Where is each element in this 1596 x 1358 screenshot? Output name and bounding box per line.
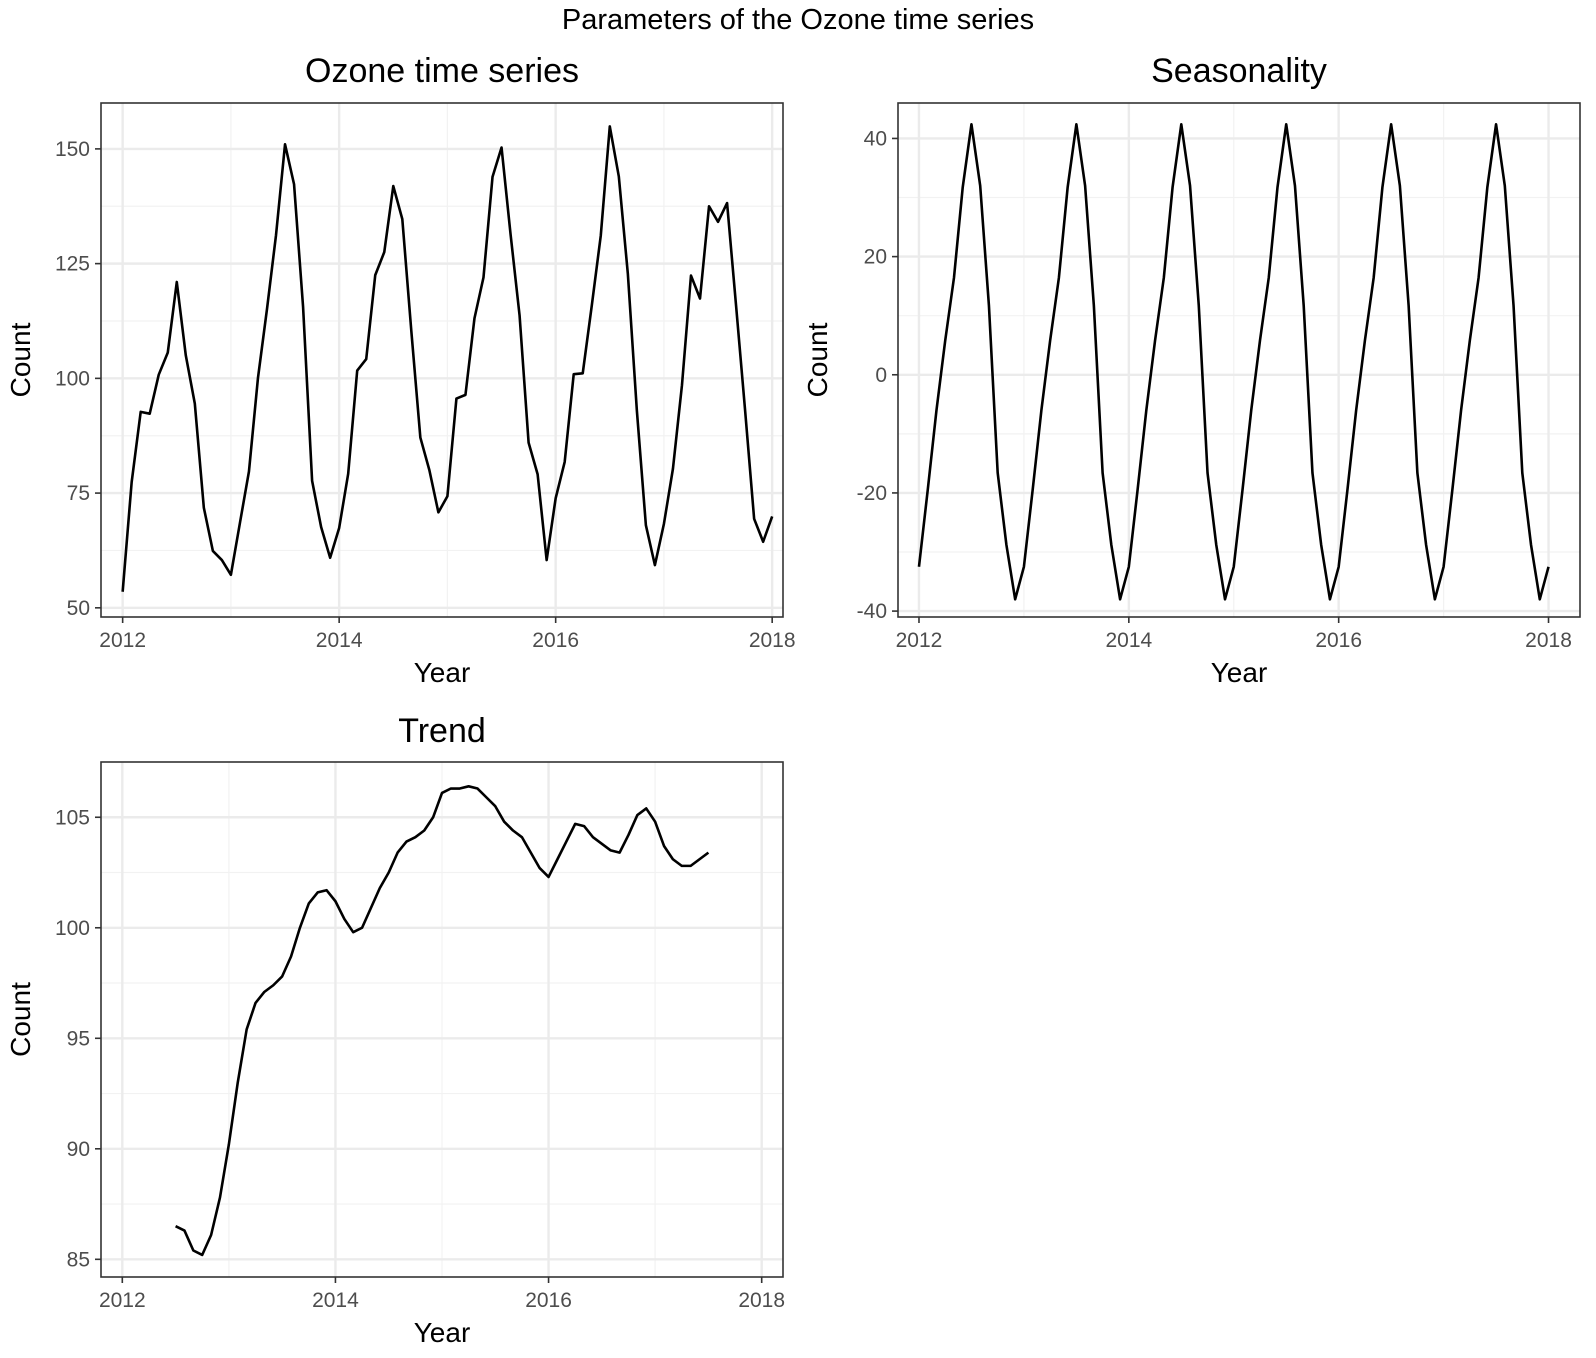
ozone-y-tick-label: 125 [55,253,90,276]
trend-panel: 2012 2014 2016 2018 85 90 95 100 105 Trend Year Cou… [5,712,785,1348]
trend-panel-border [100,761,784,1278]
trend-title: Trend [398,712,486,750]
seasonality-x-tick-label: 2014 [1105,629,1152,652]
ozone-y-tick-label: 75 [67,482,90,505]
ozone-y-tick-label: 150 [55,138,90,161]
ozone-x-tick-label: 2014 [316,629,363,652]
trend-x-tick-label: 2012 [99,1289,146,1312]
ozone-x-tick-label: 2018 [749,629,796,652]
ozone-plot-background [101,103,783,617]
seasonality-plot-background [898,103,1580,617]
seasonality-y-axis-label: Count [802,322,833,397]
trend-y-tick-label: 90 [67,1138,90,1161]
seasonality-y-tick-label: 0 [875,364,887,387]
seasonality-x-tick-label: 2012 [896,629,943,652]
seasonality-x-tick-label: 2018 [1525,629,1572,652]
seasonality-series-line [917,122,1550,601]
ozone-title: Ozone time series [305,52,579,90]
seasonality-y-tick-label: 40 [864,127,887,150]
seasonality-title: Seasonality [1151,52,1327,90]
seasonality-panel: 2012 2014 2016 2018 -40 -20 0 20 40 Seasonality Ye… [802,52,1581,688]
trend-y-axis-label: Count [5,982,36,1057]
ozone-series-line [121,125,774,592]
figure-suptitle: Parameters of the Ozone time series [561,4,1035,36]
ozone-panel-border [100,102,784,618]
trend-y-tick-label: 105 [55,806,90,829]
seasonality-y-tick-label: 20 [864,246,887,269]
trend-y-tick-label: 95 [67,1027,90,1050]
seasonality-x-tick-label: 2016 [1315,629,1362,652]
ozone-y-tick-label: 100 [55,367,90,390]
seasonality-y-tick-label: -40 [857,600,887,623]
trend-x-tick-label: 2018 [738,1289,785,1312]
trend-x-axis-label: Year [414,1317,471,1348]
trend-x-tick-label: 2016 [525,1289,572,1312]
trend-series-line [175,785,710,1257]
ozone-x-tick-label: 2016 [532,629,579,652]
seasonality-panel-border [897,102,1581,618]
seasonality-y-tick-label: -20 [857,482,887,505]
ozone-x-tick-label: 2012 [99,629,146,652]
ozone-y-axis-label: Count [5,322,36,397]
seasonality-x-axis-label: Year [1211,657,1268,688]
ozone-x-axis-label: Year [414,657,471,688]
ozone-panel: 2012 2014 2016 2018 50 75 100 125 150 Ozone time … [5,52,796,688]
trend-y-tick-label: 85 [67,1248,90,1271]
trend-x-tick-label: 2014 [312,1289,359,1312]
ozone-y-tick-label: 50 [67,597,90,620]
trend-y-tick-label: 100 [55,917,90,940]
